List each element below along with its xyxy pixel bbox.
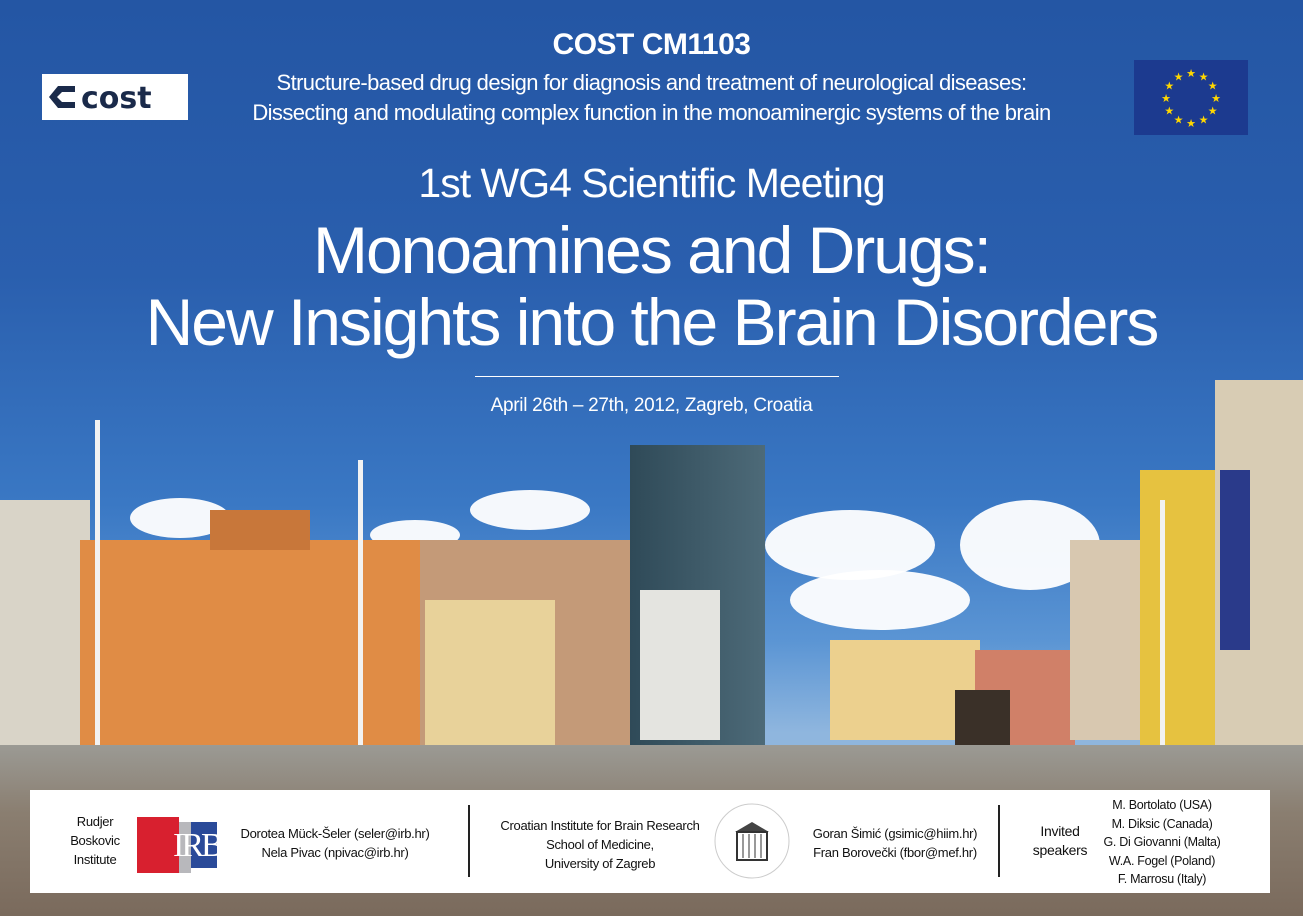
speakers-label-line: Invited — [1040, 823, 1080, 839]
eu-star-icon: ★ — [1199, 71, 1209, 83]
speaker: M. Bortolato (USA) — [1112, 798, 1212, 812]
separator — [998, 805, 1000, 877]
eu-star-icon: ★ — [1164, 106, 1174, 118]
eu-star-icon: ★ — [1174, 115, 1184, 127]
eu-star-icon: ★ — [1174, 71, 1184, 83]
building-dome — [210, 510, 310, 550]
subtitle-line2: Dissecting and modulating complex functi… — [252, 100, 1051, 125]
zagreb-name-line: School of Medicine, — [546, 837, 654, 852]
divider — [475, 376, 839, 377]
speaker: W.A. Fogel (Poland) — [1108, 853, 1216, 868]
zagreb-contacts: Goran Šimić (gsimic@hiim.hr) Fran Borove… — [800, 824, 990, 862]
title-line2: New Insights into the Brain Disorders — [145, 285, 1160, 359]
eu-star-icon: ★ — [1186, 118, 1196, 130]
cloud — [765, 510, 935, 580]
irb-contacts: Dorotea Mück-Šeler (seler@irb.hr) Nela P… — [230, 824, 440, 862]
eu-banner — [1220, 470, 1250, 650]
contact: Goran Šimić (gsimic@hiim.hr) — [812, 826, 978, 841]
speakers-list: M. Bortolato (USA) M. Diksic (Canada) G.… — [1102, 796, 1222, 889]
cost-logo: cost — [42, 74, 188, 120]
irb-logo-text: IRB — [173, 827, 224, 864]
eu-stars-icon: ★ ★★★★★★★★★★★ — [1161, 68, 1221, 130]
building-yellow — [425, 600, 555, 750]
contact: Dorotea Mück-Šeler (seler@irb.hr) — [240, 826, 430, 841]
contact: Nela Pivac (npivac@irb.hr) — [261, 845, 409, 860]
building-orange — [80, 540, 430, 760]
irb-name-line: Boskovic — [70, 833, 120, 848]
eu-star-icon: ★ — [1199, 115, 1209, 127]
title-line1: Monoamines and Drugs: — [312, 213, 992, 287]
zagreb-name-line: Croatian Institute for Brain Research — [500, 818, 700, 833]
eu-star-icon: ★ — [1164, 81, 1174, 93]
irb-name-line: Rudjer — [76, 814, 114, 829]
eu-star-icon: ★ — [1161, 93, 1171, 105]
cloud — [790, 570, 970, 630]
irb-name-line: Institute — [73, 852, 117, 867]
cost-logo-icon: cost — [49, 81, 152, 114]
eu-star-icon: ★ — [1211, 93, 1221, 105]
lamp-post — [95, 420, 100, 780]
building-left — [0, 500, 90, 760]
svg-text:cost: cost — [81, 81, 152, 114]
building-right — [1070, 540, 1150, 740]
speakers-label-line: speakers — [1032, 842, 1088, 858]
footer-panel: Rudjer Boskovic Institute IRB Dorotea Mü… — [30, 790, 1270, 893]
meeting-name: 1st WG4 Scientific Meeting — [418, 160, 885, 206]
irb-logo: IRB — [137, 817, 224, 873]
building-white — [640, 590, 720, 740]
cloud — [470, 490, 590, 530]
speakers-label: Invited speakers — [1025, 822, 1095, 860]
speaker: F. Marrosu (Italy) — [1117, 872, 1207, 886]
separator — [468, 805, 470, 877]
eu-star-icon: ★ — [1208, 81, 1218, 93]
building-right-gold — [1140, 470, 1220, 750]
zagreb-name-line: University of Zagreb — [544, 856, 656, 871]
irb-name: Rudjer Boskovic Institute — [65, 812, 125, 869]
speaker: M. Diksic (Canada) — [1111, 816, 1213, 831]
eu-star-icon: ★ — [1208, 106, 1218, 118]
eu-star-icon: ★ — [1186, 68, 1196, 80]
date-place: April 26th – 27th, 2012, Zagreb, Croatia — [490, 395, 813, 416]
university-seal-icon — [713, 802, 791, 880]
zagreb-name: Croatian Institute for Brain Research Sc… — [485, 816, 715, 873]
contact: Fran Borovečki (fbor@mef.hr) — [813, 845, 977, 860]
eu-flag: ★ ★ ★ ★ ★ ★ ★ ★ ★ ★ ★ ★ — [1134, 60, 1248, 135]
subtitle-line1: Structure-based drug design for diagnosi… — [276, 70, 1028, 95]
program-code: COST CM1103 — [552, 28, 751, 61]
lamp-post — [358, 460, 363, 780]
speaker: G. Di Giovanni (Malta) — [1103, 835, 1221, 849]
lamp-post — [1160, 500, 1165, 780]
